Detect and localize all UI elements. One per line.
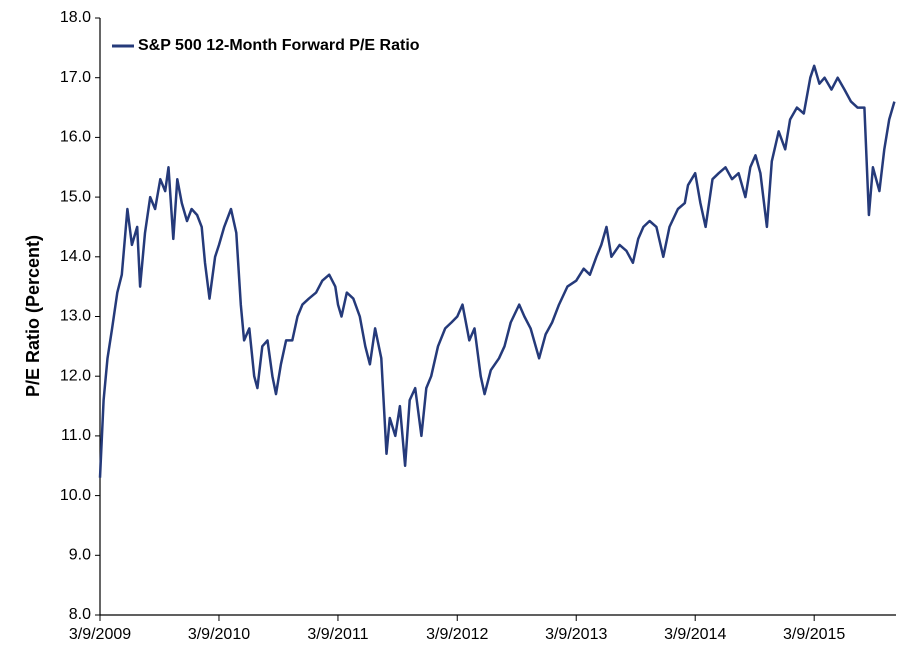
- y-tick-label: 16.0: [60, 129, 91, 146]
- y-tick-label: 11.0: [61, 427, 91, 444]
- y-tick-label: 10.0: [60, 487, 91, 504]
- x-tick-label: 3/9/2010: [188, 626, 250, 643]
- y-tick-label: 12.0: [60, 367, 91, 384]
- x-tick-label: 3/9/2014: [664, 626, 726, 643]
- y-tick-label: 18.0: [60, 9, 91, 26]
- y-tick-label: 13.0: [60, 308, 91, 325]
- y-tick-label: 14.0: [60, 248, 91, 265]
- y-axis-label: P/E Ratio (Percent): [23, 235, 43, 397]
- legend-label: S&P 500 12-Month Forward P/E Ratio: [138, 37, 420, 54]
- x-tick-label: 3/9/2015: [783, 626, 845, 643]
- x-tick-label: 3/9/2011: [307, 626, 368, 643]
- y-tick-label: 17.0: [60, 69, 91, 86]
- x-tick-label: 3/9/2013: [545, 626, 607, 643]
- data-line: [98, 64, 896, 478]
- y-tick-label: 8.0: [69, 606, 91, 623]
- x-tick-label: 3/9/2009: [69, 626, 131, 643]
- y-tick-label: 9.0: [69, 547, 91, 564]
- y-tick-label: 15.0: [60, 188, 91, 205]
- x-tick-label: 3/9/2012: [426, 626, 488, 643]
